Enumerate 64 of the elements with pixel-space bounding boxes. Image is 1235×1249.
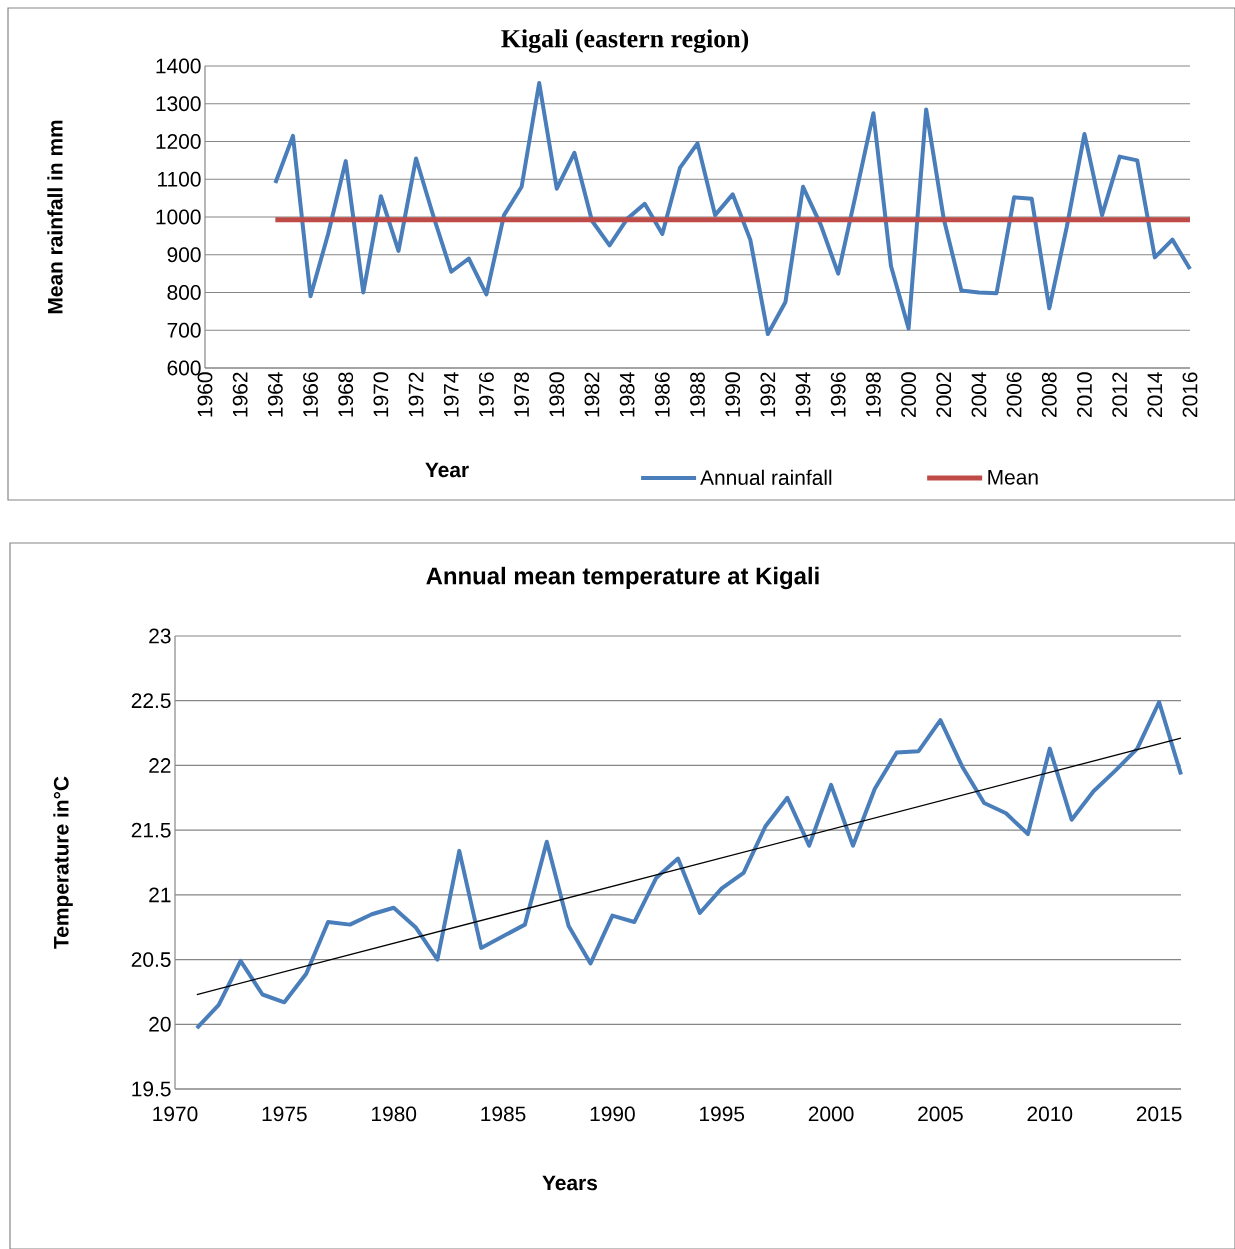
line-series	[194, 700, 1183, 1031]
legend-label: Annual rainfall	[700, 469, 832, 486]
y-tick-label: 21.5	[131, 822, 171, 838]
x-tick-label: 2002	[936, 372, 952, 417]
x-tick-label: 1985	[481, 1106, 526, 1122]
x-tick-label: 2006	[1006, 372, 1022, 417]
x-tick-label: 1974	[443, 372, 459, 417]
x-axis-title: Year	[425, 462, 469, 478]
y-tick-label: 900	[167, 247, 201, 263]
y-tick-label: 1100	[158, 171, 201, 187]
chart-title: Annual mean temperature at Kigali	[426, 566, 819, 590]
x-tick-label: 2000	[901, 372, 916, 417]
y-tick-label: 1400	[156, 58, 201, 74]
y-tick-label: 20.5	[131, 952, 171, 967]
x-tick-label: 1980	[549, 372, 565, 417]
x-tick-label: 1995	[700, 1106, 745, 1122]
legend-label: Mean	[988, 470, 1038, 485]
x-tick-label: 1972	[408, 372, 424, 417]
x-tick-label: 1964	[267, 372, 283, 417]
y-axis-title: Temperature in°C	[53, 776, 73, 949]
x-tick-label: 1986	[654, 372, 670, 417]
x-tick-label: 1982	[584, 372, 600, 417]
y-tick-label: 21	[149, 887, 171, 903]
x-tick-label: 1988	[690, 372, 705, 417]
x-tick-label: 1976	[479, 372, 494, 417]
x-tick-label: 1962	[232, 372, 248, 417]
x-tick-label: 2014	[1147, 372, 1163, 417]
x-tick-label: 1984	[619, 372, 635, 417]
x-tick-label: 2010	[1027, 1106, 1073, 1122]
y-tick-label: 22.5	[131, 693, 171, 709]
x-tick-label: 2016	[1182, 372, 1198, 417]
x-tick-label: 1996	[830, 372, 846, 417]
x-tick-label: 2015	[1136, 1106, 1182, 1122]
y-tick-label: 700	[167, 322, 201, 338]
x-tick-label: 1990	[590, 1106, 635, 1122]
x-tick-label: 1994	[795, 372, 811, 417]
y-tick-label: 1200	[156, 134, 201, 149]
x-axis-title: Years	[542, 1175, 598, 1191]
x-tick-label: 1992	[760, 372, 776, 417]
y-tick-label: 20	[149, 1016, 171, 1032]
y-tick-label: 22	[149, 758, 171, 773]
y-tick-label: 1000	[156, 209, 201, 225]
y-axis-title: Mean rainfall in mm	[47, 120, 63, 314]
x-tick-label: 2004	[971, 372, 987, 417]
x-tick-label: 1970	[153, 1106, 198, 1122]
x-tick-label: 2010	[1077, 372, 1092, 417]
line-series	[273, 80, 1193, 337]
x-tick-label: 2012	[1112, 372, 1128, 417]
y-tick-label: 1300	[156, 96, 201, 112]
x-tick-label: 1978	[514, 372, 530, 417]
x-tick-label: 1990	[725, 372, 741, 417]
x-tick-label: 2000	[808, 1106, 854, 1122]
y-tick-label: 19.5	[132, 1081, 171, 1097]
chart-title: Kigali (eastern region)	[501, 29, 749, 53]
x-tick-label: 2005	[918, 1106, 963, 1122]
x-tick-label: 1970	[373, 372, 389, 417]
x-tick-label: 2008	[1041, 372, 1057, 417]
x-tick-label: 1966	[303, 372, 318, 417]
x-tick-label: 1998	[865, 372, 881, 417]
x-tick-label: 1980	[372, 1106, 417, 1122]
x-tick-label: 1968	[338, 372, 354, 417]
y-tick-label: 800	[167, 285, 201, 300]
y-tick-label: 23	[149, 628, 171, 644]
x-tick-label: 1975	[262, 1106, 307, 1122]
